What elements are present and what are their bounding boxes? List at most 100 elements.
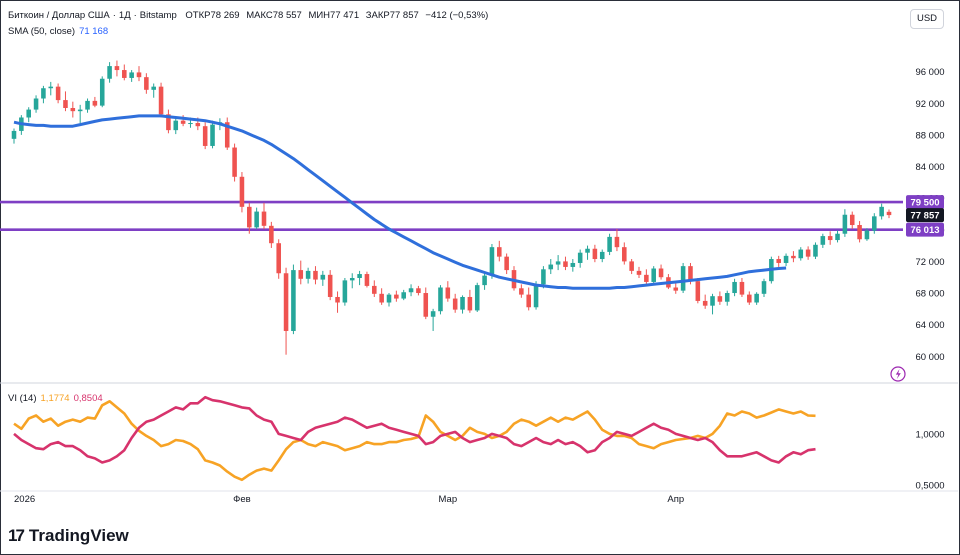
level-price-tag — [906, 222, 944, 237]
candle-body — [805, 249, 811, 257]
candle-body — [291, 270, 296, 331]
y-tick-label: 84 000 — [915, 162, 944, 173]
candle-body — [372, 285, 377, 294]
level-price-label: 79 500 — [910, 198, 939, 209]
candle-body — [717, 296, 723, 302]
candle-body — [195, 123, 201, 127]
candle-body — [813, 244, 818, 257]
close-label: ЗАКР — [365, 10, 390, 21]
lightning-bolt-icon — [895, 369, 901, 379]
candle-body — [754, 293, 759, 303]
candle-body — [680, 266, 686, 291]
symbol-legend: Биткоин / Доллар США · 1Д · Bitstamp ОТКР78 … — [8, 10, 489, 21]
candle-body — [114, 66, 120, 71]
candle-body — [342, 280, 348, 303]
candle-body — [688, 266, 693, 282]
y-tick-label: 68 000 — [915, 289, 944, 300]
open-label: ОТКР — [185, 10, 211, 21]
logo-text: TradingView — [28, 526, 129, 545]
vi-y-tick-label: 1,0000 — [915, 429, 944, 440]
y-tick-label: 60 000 — [915, 352, 944, 363]
candle-body — [783, 255, 789, 263]
candle-body — [364, 274, 370, 286]
candle-body — [710, 296, 715, 306]
candle-body — [776, 259, 781, 263]
candle-body — [445, 287, 451, 299]
candle-body — [827, 236, 833, 241]
vi-minus-value: 0,8504 — [73, 393, 103, 404]
candle-body — [305, 270, 311, 279]
candle-body — [673, 287, 679, 291]
candle-body — [599, 251, 605, 260]
candle-body — [107, 66, 112, 79]
candle-body — [320, 274, 326, 280]
candle-body — [702, 300, 708, 306]
currency-button[interactable]: USD — [910, 9, 944, 29]
vi-plus-line — [13, 399, 816, 482]
candle-body — [276, 243, 281, 274]
sma-legend[interactable]: SMA (50, close) 71 168 — [8, 26, 108, 37]
candle-body — [26, 109, 31, 118]
candle-body — [416, 288, 421, 294]
candle-body — [820, 236, 826, 245]
x-tick-label: Апр — [667, 494, 684, 505]
candle-body — [467, 296, 473, 311]
candle-body — [519, 288, 524, 295]
candle-body — [188, 123, 193, 125]
candle-body — [695, 281, 701, 301]
vi-legend[interactable]: VI (14) 1,1774 0,8504 — [8, 393, 103, 404]
candle-body — [555, 261, 561, 265]
tradingview-logo[interactable]: 17 TradingView — [8, 526, 129, 546]
candle-body — [533, 284, 539, 308]
exchange-label: Bitstamp — [139, 10, 177, 21]
candle-body — [269, 225, 274, 244]
candle-body — [335, 296, 340, 303]
candle-body — [644, 274, 649, 282]
candle-body — [636, 270, 642, 275]
open-value: 78 269 — [210, 10, 240, 21]
candle-body — [261, 211, 267, 226]
candle-body — [570, 262, 576, 267]
vi-plus-value: 1,1774 — [40, 393, 70, 404]
candle-body — [55, 86, 61, 101]
candle-body — [394, 294, 399, 299]
candle-body — [122, 70, 127, 78]
candle-body — [622, 247, 627, 262]
candle-body — [849, 214, 855, 226]
candle-body — [724, 293, 730, 302]
candle-body — [857, 225, 862, 240]
candle-body — [401, 292, 406, 299]
candle-body — [63, 100, 68, 108]
tradingview-mark-icon: 17 — [8, 526, 25, 545]
candle-body — [739, 281, 745, 295]
last-price-tag — [906, 208, 944, 223]
x-tick-label: Мар — [439, 494, 458, 505]
candle-body — [798, 249, 804, 259]
candle-body — [166, 114, 171, 131]
vi-pane: 1,0000 0,5000 — [13, 395, 945, 491]
symbol-name[interactable]: Биткоин / Доллар США — [8, 10, 110, 21]
candle-body — [408, 288, 414, 293]
candle-body — [482, 275, 487, 286]
change-value: −412 (−0,53%) — [425, 10, 489, 21]
candle-body — [144, 77, 149, 90]
candle-body — [548, 264, 554, 270]
candle-body — [504, 256, 509, 271]
y-tick-label: 92 000 — [915, 99, 944, 110]
y-tick-label: 72 000 — [915, 257, 944, 268]
candle-body — [11, 130, 17, 139]
candle-body — [283, 273, 289, 331]
candle-body — [232, 147, 237, 177]
interval-label[interactable]: 1Д — [118, 10, 131, 21]
low-value: 77 471 — [330, 10, 360, 21]
candle-body — [585, 248, 590, 253]
candle-body — [41, 88, 46, 99]
candle-body — [70, 108, 76, 112]
candle-body — [92, 100, 98, 106]
y-tick-label: 88 000 — [915, 130, 944, 141]
sma-value: 71 168 — [79, 26, 109, 37]
candle-body — [452, 298, 458, 310]
candle-body — [658, 268, 664, 278]
candle-body — [886, 211, 892, 216]
